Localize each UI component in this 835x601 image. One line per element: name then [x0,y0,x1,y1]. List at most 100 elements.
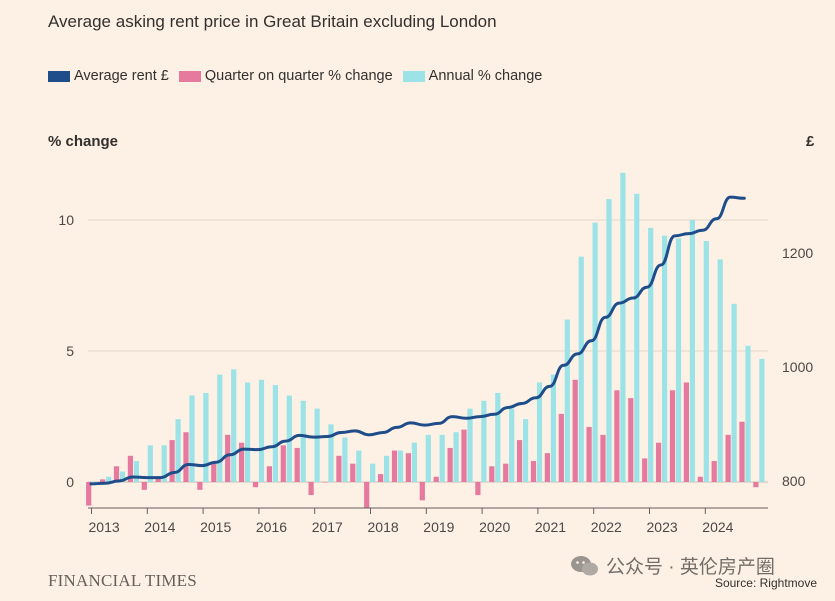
quarterly-change-bar [280,445,286,482]
annual-change-bar [648,227,654,482]
annual-change-bar [550,374,556,482]
quarterly-change-bar [308,482,314,496]
annual-change-bar [759,358,765,482]
legend-item-quarter-change: Quarter on quarter % change [178,68,393,84]
quarterly-change-bar [391,450,398,482]
quarterly-change-bar [127,455,133,482]
annual-change-bar [703,240,709,482]
quarterly-change-bar [322,482,328,483]
annual-change-bar [620,172,626,482]
watermark-text: 公众号 · 英伦房产圈 [606,557,775,578]
quarterly-change-bar [475,482,481,496]
annual-change-bar [523,419,529,482]
x-tick-label: 2022 [591,519,622,535]
annual-change-bar [217,374,223,482]
annual-change-bar [328,424,334,482]
annual-change-bar [147,445,153,482]
annual-change-bar [439,434,445,482]
annual-change-bar [231,369,237,482]
annual-change-bar [536,382,543,482]
right-tick-label: 1000 [782,359,813,375]
right-tick-label: 800 [782,473,806,489]
x-tick-label: 2021 [535,519,566,535]
right-axis-title: £ [806,133,815,150]
quarterly-change-bar [530,461,537,482]
quarterly-change-bar [517,440,523,482]
legend-swatch-annual-change [402,70,425,82]
annual-change-bar [175,419,181,482]
annual-change-bar [161,445,167,482]
right-tick-label: 1200 [782,245,813,261]
annual-change-bar [342,437,348,482]
legend-item-average-rent: Average rent £ [48,68,169,84]
annual-change-bar [119,471,126,482]
quarterly-change-bar [197,482,203,490]
quarterly-change-bar [252,482,259,488]
annual-change-bar [453,432,459,482]
quarterly-change-bar [642,458,648,482]
annual-change-bar [384,455,390,482]
quarterly-change-bar [600,434,606,482]
quarterly-change-bar [544,453,550,482]
legend-item-annual-change: Annual % change [402,68,543,84]
quarterly-change-bar [503,463,509,482]
annual-change-bar [397,450,404,482]
quarterly-change-bar [447,447,453,482]
left-tick-label: 0 [66,474,74,490]
quarterly-change-bar [628,398,634,482]
legend-swatch-average-rent [48,70,70,82]
quarterly-change-bar [697,476,703,482]
annual-change-bar [189,395,195,482]
quarterly-change-bar [155,476,161,482]
quarterly-change-bar [336,455,342,482]
left-axis-title: % change [48,133,119,150]
legend-label-quarter-change: Quarter on quarter % change [204,68,393,84]
average-rent-line [89,195,746,486]
quarterly-change-bar [141,482,147,490]
quarterly-change-bar [725,434,731,482]
quarterly-change-bar [100,479,106,482]
annual-change-bar [425,434,431,482]
quarterly-change-bar [489,466,495,482]
quarterly-change-bar [558,413,564,482]
annual-change-bar [106,476,112,482]
quarterly-change-bar [266,466,272,482]
quarterly-change-bar [669,390,676,482]
financial-times-logo: FINANCIAL TIMES [48,571,197,590]
annual-change-bar [662,235,668,482]
annual-change-bar [356,450,362,482]
annual-change-bar [300,400,306,482]
annual-change-bar [272,385,278,482]
quarterly-change-bar [350,463,356,482]
quarterly-change-bar [739,421,745,482]
x-tick-label: 2015 [200,519,231,535]
quarterly-change-bar [683,382,689,482]
annual-change-bar [314,408,320,482]
legend-label-annual-change: Annual % change [428,68,543,84]
left-tick-label: 10 [58,212,74,228]
quarterly-change-bar [378,474,384,482]
x-tick-label: 2019 [423,519,454,535]
quarterly-change-bar [614,390,620,482]
chart-legend: Average rent £ Quarter on quarter % chan… [48,68,552,84]
x-tick-label: 2016 [256,519,287,535]
quarterly-change-bar [711,461,717,482]
quarterly-change-bar [225,434,231,482]
quarterly-change-bar [113,466,120,482]
quarterly-change-bar [183,432,189,482]
quarterly-change-bar [405,453,411,482]
annual-change-bar [689,220,695,482]
annual-change-bar [634,193,640,483]
quarterly-change-bar [169,440,175,482]
annual-change-bar [509,408,515,482]
wechat-icon [571,555,598,575]
annual-change-bar [675,238,682,482]
x-tick-label: 2023 [647,519,678,535]
quarterly-change-bar [419,482,425,501]
annual-change-bar [495,392,501,482]
annual-change-bar [133,461,139,482]
annual-change-bar [258,379,265,482]
x-tick-label: 2017 [312,519,343,535]
annual-change-bar [245,382,251,482]
